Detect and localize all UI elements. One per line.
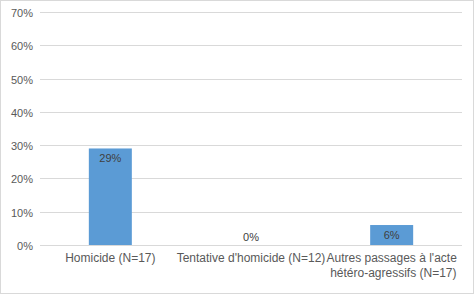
grid-line bbox=[40, 79, 462, 80]
x-tick-label: Homicide (N=17) bbox=[65, 251, 155, 265]
y-tick-label: 10% bbox=[11, 207, 33, 219]
data-label: 0% bbox=[243, 231, 259, 243]
x-axis-line bbox=[40, 245, 462, 246]
grid bbox=[40, 13, 462, 246]
grid-line bbox=[40, 45, 462, 46]
chart: 0% 10% 20% 30% 40% 50% 60% 70% 29% 0% 6% Homicide (… bbox=[0, 0, 474, 294]
y-tick-label: 70% bbox=[11, 7, 33, 19]
grid-line bbox=[40, 12, 462, 13]
y-tick-label: 30% bbox=[11, 140, 33, 152]
grid-line bbox=[40, 145, 462, 146]
grid-line bbox=[40, 245, 462, 246]
chart-frame bbox=[1, 1, 474, 294]
grid-line bbox=[40, 112, 462, 113]
y-tick-label: 20% bbox=[11, 173, 33, 185]
bar bbox=[230, 245, 273, 246]
y-tick-label: 50% bbox=[11, 74, 33, 86]
bar bbox=[370, 225, 413, 245]
bars bbox=[89, 148, 413, 245]
y-tick-label: 0% bbox=[17, 240, 33, 252]
y-tick-label: 40% bbox=[11, 107, 33, 119]
data-label: 29% bbox=[99, 152, 121, 164]
x-tick-label: Autres passages à l'acte hétéro-agressif… bbox=[326, 251, 457, 280]
data-label: 6% bbox=[384, 229, 400, 241]
x-tick-label: Tentative d'homicide (N=12) bbox=[177, 251, 326, 265]
y-tick-label: 60% bbox=[11, 40, 33, 52]
bar bbox=[89, 148, 132, 245]
